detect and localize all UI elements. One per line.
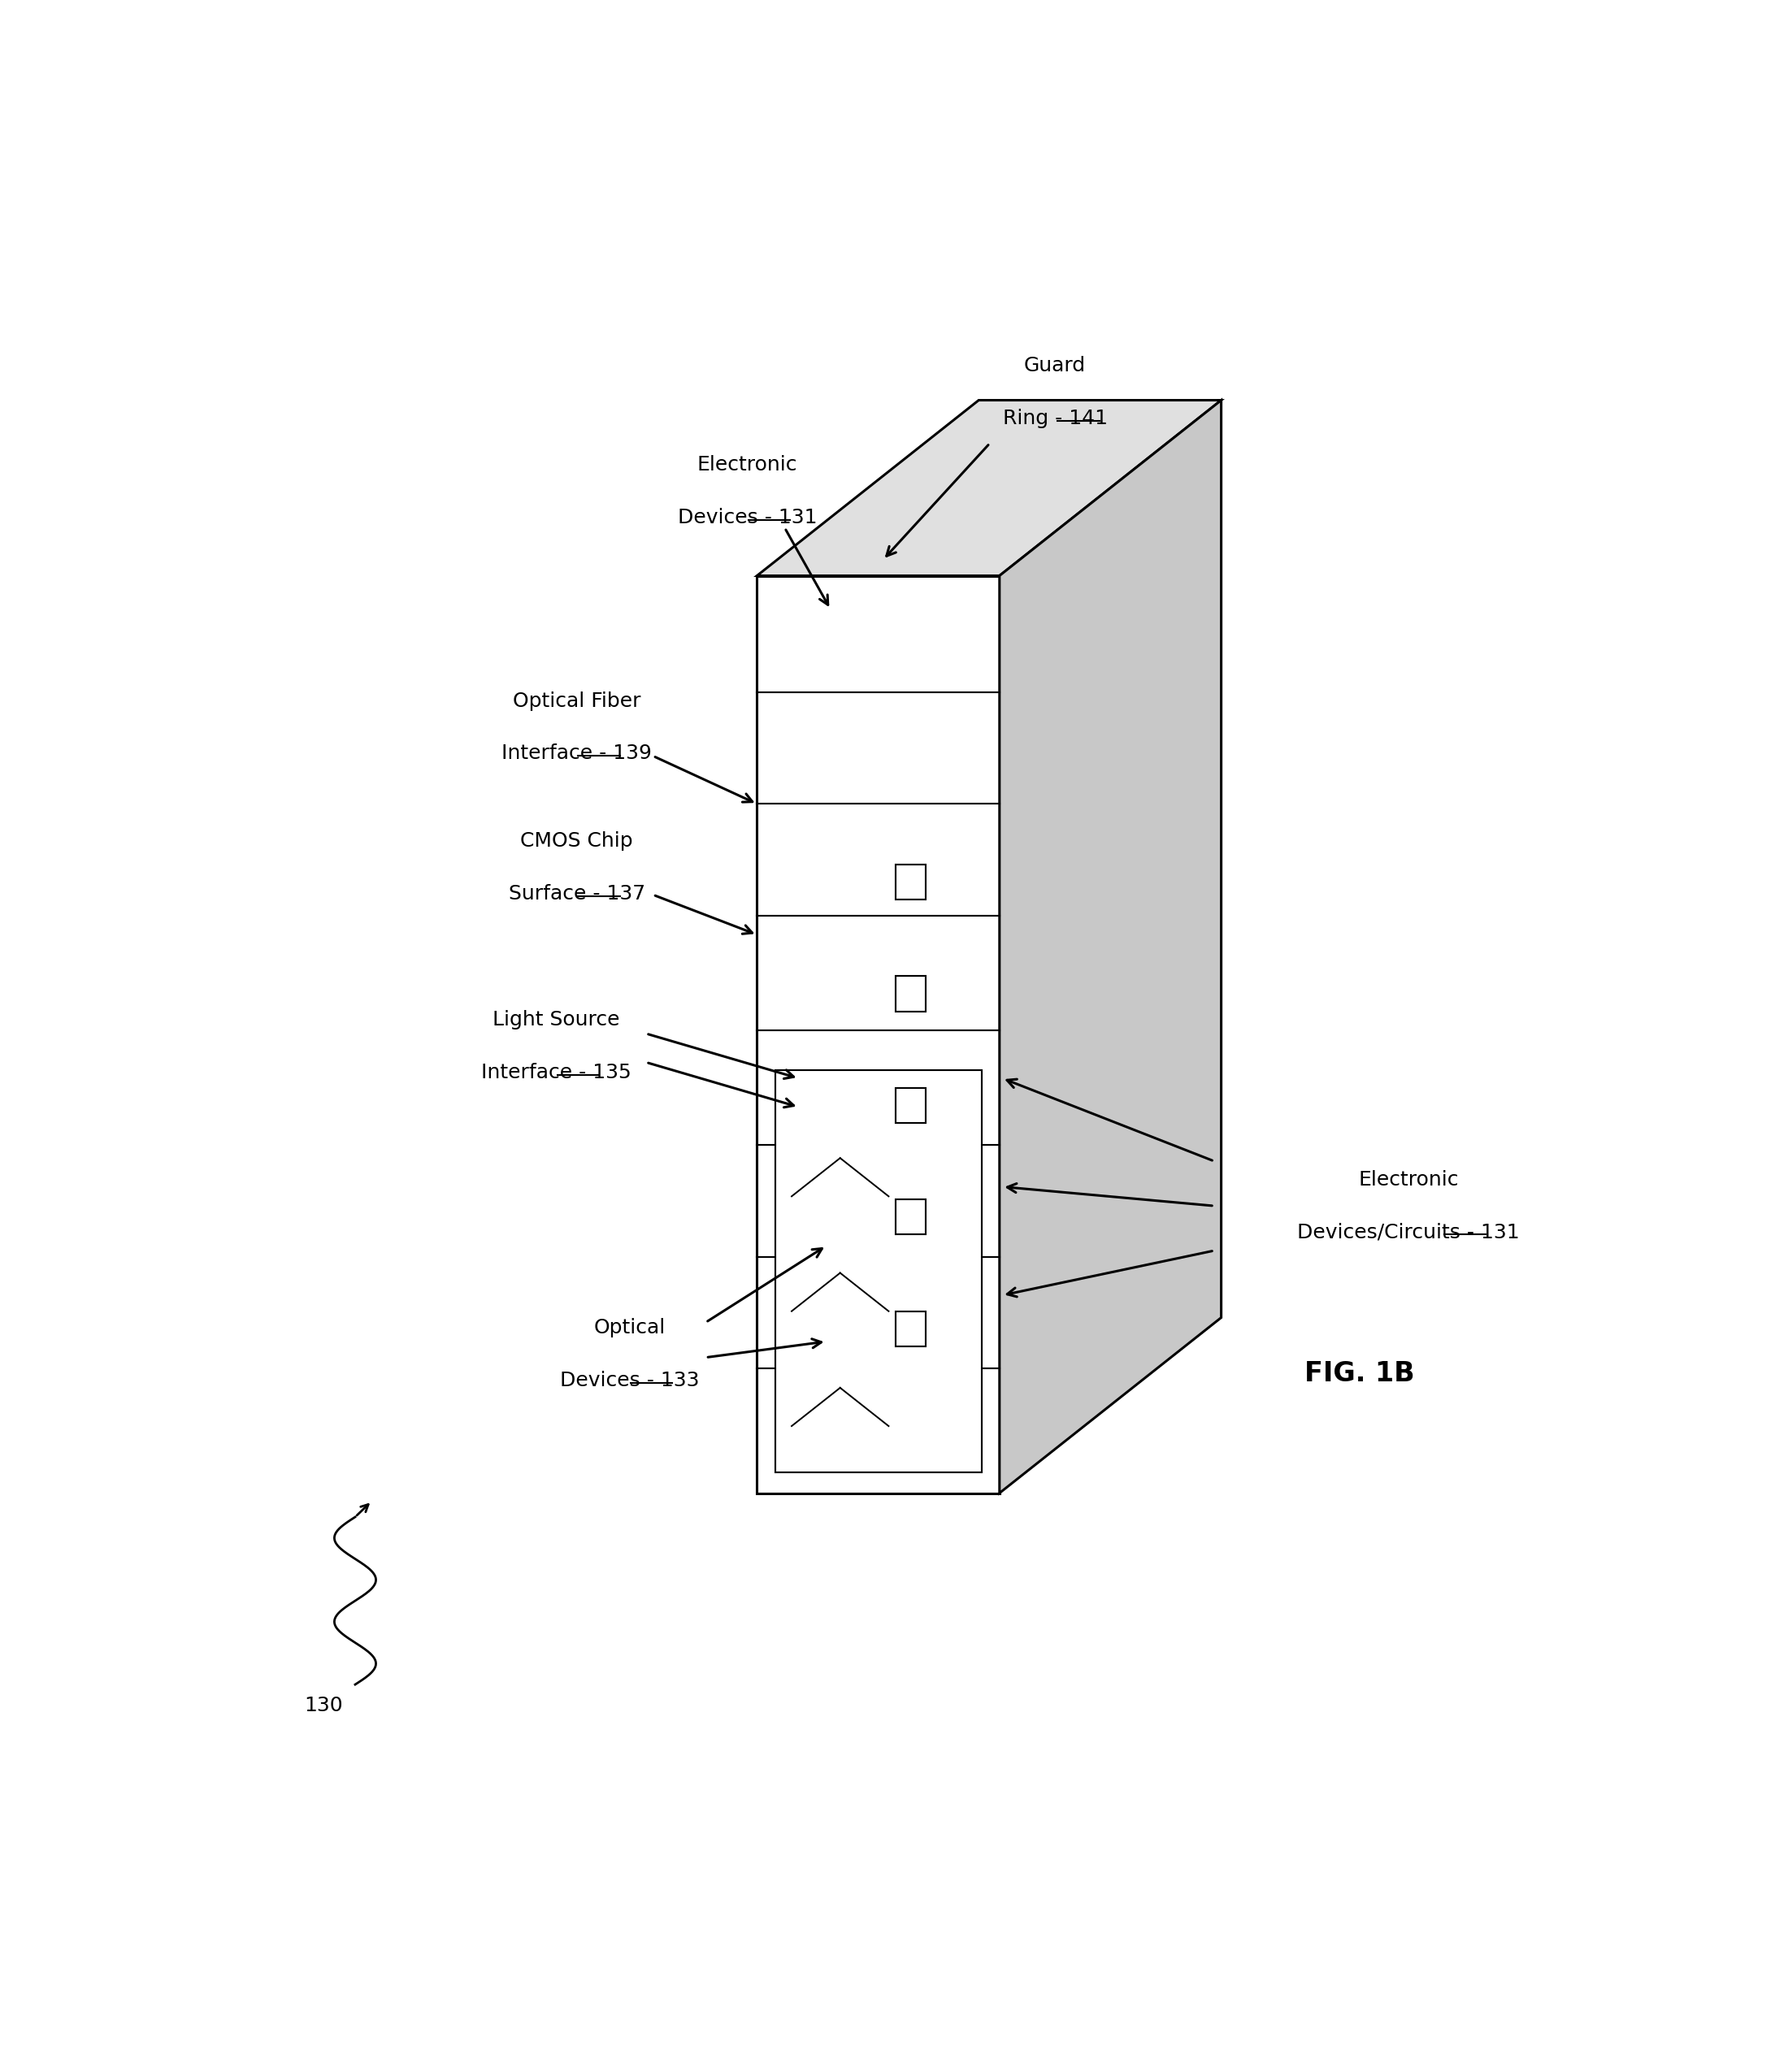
Text: CMOS Chip: CMOS Chip bbox=[520, 831, 633, 852]
Text: Ring - 141: Ring - 141 bbox=[1003, 408, 1107, 429]
Text: Light Source: Light Source bbox=[492, 1011, 620, 1030]
Text: Interface - 139: Interface - 139 bbox=[502, 744, 653, 762]
Text: Guard: Guard bbox=[1025, 356, 1085, 375]
Text: Electronic: Electronic bbox=[697, 456, 797, 474]
Text: 130: 130 bbox=[304, 1695, 343, 1716]
Text: Optical Fiber: Optical Fiber bbox=[513, 692, 640, 711]
Text: FIG. 1B: FIG. 1B bbox=[1305, 1359, 1414, 1386]
Text: Electronic: Electronic bbox=[1359, 1171, 1459, 1189]
Text: Devices/Circuits - 131: Devices/Circuits - 131 bbox=[1296, 1222, 1520, 1241]
Polygon shape bbox=[756, 400, 1221, 576]
Polygon shape bbox=[999, 400, 1221, 1494]
Polygon shape bbox=[756, 576, 999, 1494]
Text: Interface - 135: Interface - 135 bbox=[481, 1063, 631, 1082]
Text: Devices - 133: Devices - 133 bbox=[560, 1372, 699, 1390]
Text: Optical: Optical bbox=[594, 1318, 665, 1339]
Text: Surface - 137: Surface - 137 bbox=[508, 885, 645, 903]
Text: Devices - 131: Devices - 131 bbox=[678, 508, 817, 526]
Polygon shape bbox=[774, 1071, 982, 1473]
